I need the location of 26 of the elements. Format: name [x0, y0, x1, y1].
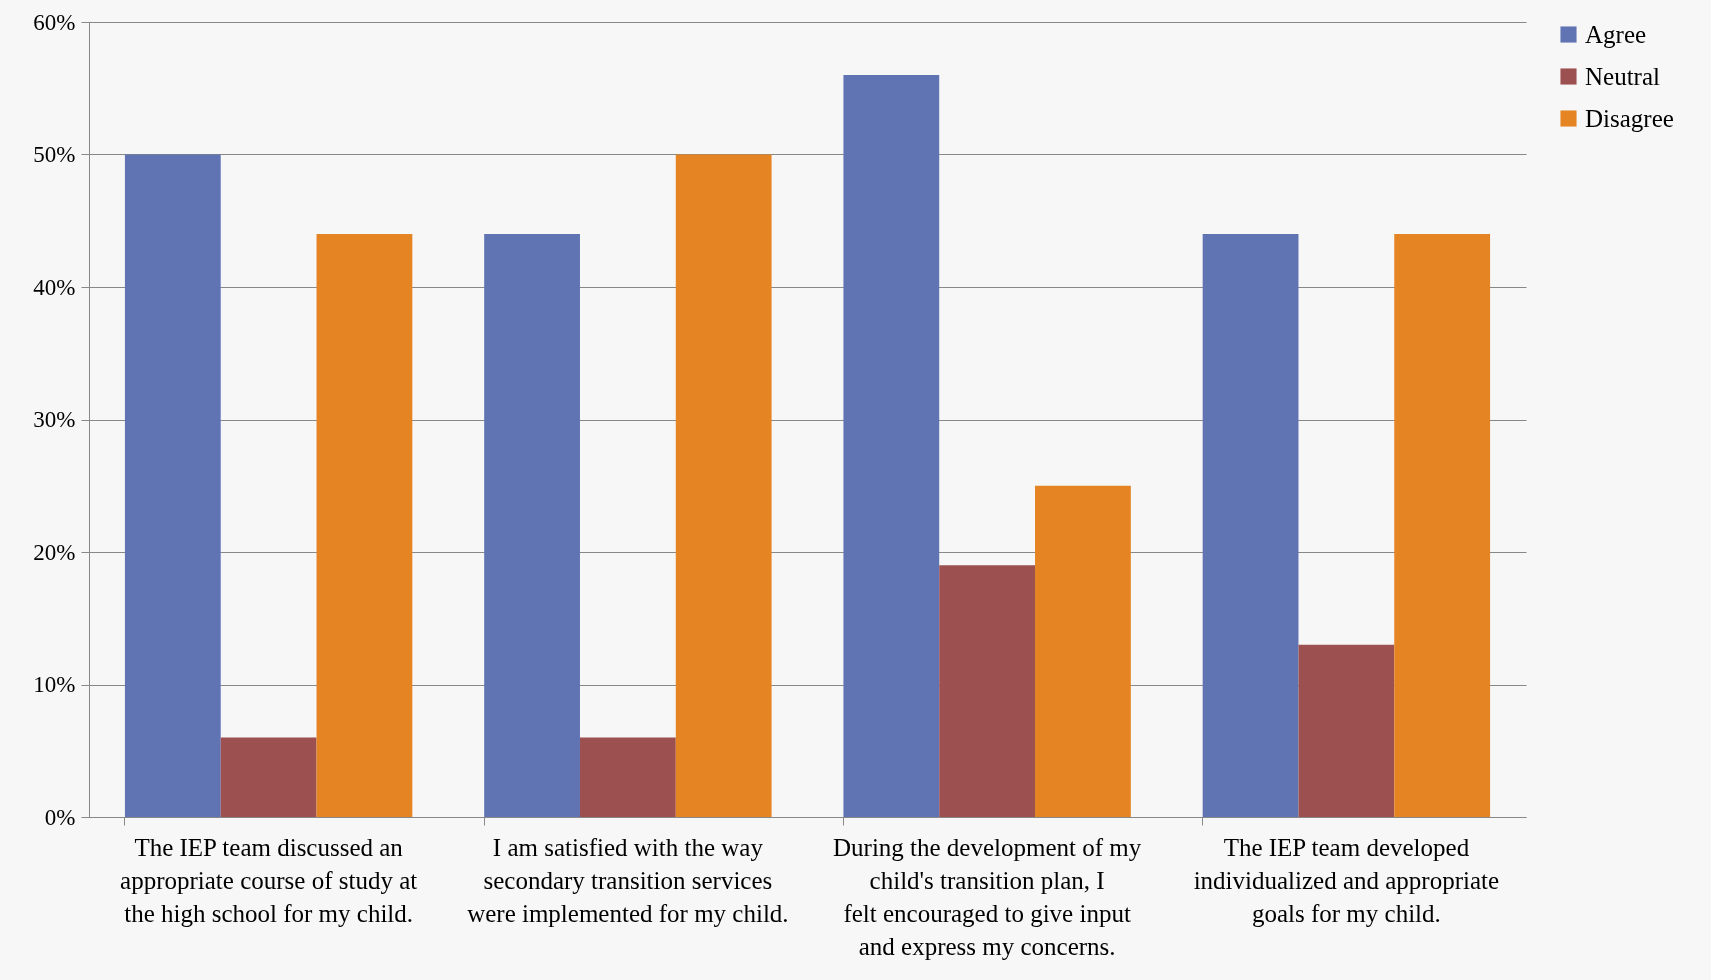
- legend-label: Agree: [1585, 20, 1647, 48]
- bar: [843, 75, 940, 817]
- bar: [124, 154, 221, 817]
- bar: [220, 737, 317, 817]
- y-tick-label: 0%: [44, 804, 76, 830]
- y-tick-label: 60%: [33, 9, 76, 35]
- bar: [579, 737, 676, 817]
- bar: [484, 234, 580, 817]
- y-tick-label: 20%: [33, 539, 76, 565]
- legend-label: Neutral: [1585, 62, 1661, 90]
- y-tick-label: 40%: [33, 274, 76, 300]
- bar: [1202, 234, 1299, 817]
- y-tick-label: 30%: [33, 407, 76, 432]
- bar: [316, 234, 413, 817]
- y-tick-label: 10%: [33, 672, 76, 697]
- y-tick-label: 50%: [33, 142, 76, 167]
- legend-label: Disagree: [1585, 104, 1674, 132]
- x-tick-label: During the development of my child's transition plan, I felt encouraged to give input and express my concerns.: [832, 833, 1142, 960]
- bar: [939, 565, 1036, 817]
- bar: [1298, 644, 1395, 817]
- bar: [1394, 234, 1491, 817]
- x-tick-label: The IEP team discussed an appropriate course of study at the high school for my child.: [120, 833, 418, 927]
- x-tick-label: I am satisfied with the way secondary transition services were implemented for my child.: [467, 833, 789, 927]
- x-tick-label: The IEP team developed individualized and appropriate goals for my child.: [1193, 833, 1500, 927]
- bar: [675, 154, 772, 817]
- bar: [1035, 485, 1131, 817]
